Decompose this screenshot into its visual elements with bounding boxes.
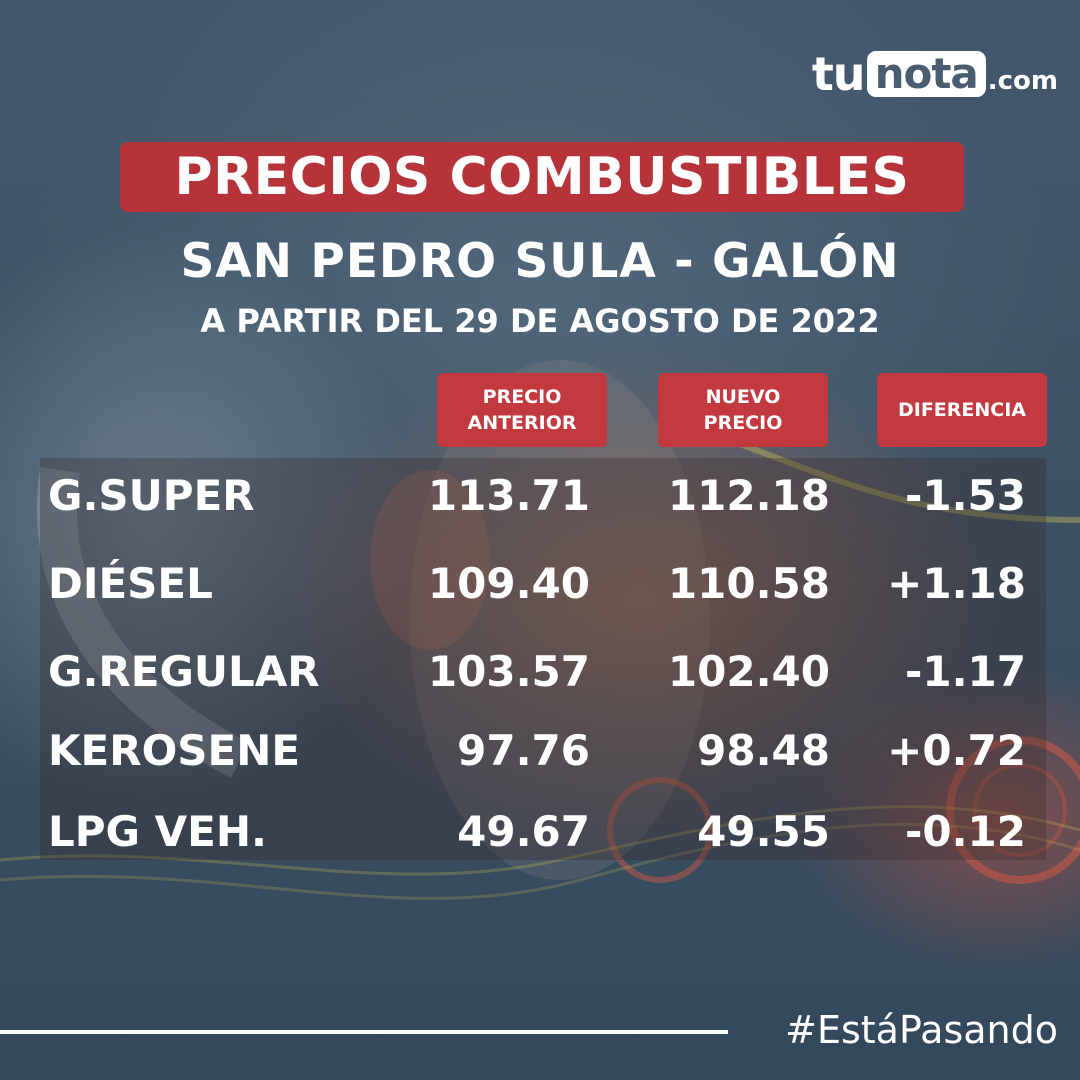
previous-price: 49.67 [457,807,590,856]
new-price: 49.55 [697,807,830,856]
new-price: 110.58 [667,559,830,608]
brand-logo: tu nota .com [812,46,1058,102]
fuel-name: LPG VEH. [48,807,267,856]
new-price: 102.40 [667,647,830,696]
footer-divider [0,1030,728,1034]
price-difference: -0.12 [904,807,1026,856]
column-header-new-price: NUEVO PRECIO [658,373,828,447]
price-difference: -1.17 [904,647,1026,696]
column-header-difference: DIFERENCIA [877,373,1047,447]
price-difference: +1.18 [887,559,1026,608]
fuel-name: G.REGULAR [48,647,320,696]
new-price: 98.48 [697,726,830,775]
table-row: KEROSENE 97.76 98.48 +0.72 [0,721,1080,781]
logo-text-tu: tu [811,47,866,101]
fuel-name: KEROSENE [48,726,301,775]
title-banner: PRECIOS COMBUSTIBLES [120,142,964,212]
fuel-name: DIÉSEL [48,559,213,608]
effective-date: A PARTIR DEL 29 DE AGOSTO DE 2022 [200,302,880,340]
previous-price: 103.57 [427,647,590,696]
logo-text-com: .com [987,66,1058,96]
price-difference: +0.72 [887,726,1026,775]
table-row: LPG VEH. 49.67 49.55 -0.12 [0,802,1080,862]
column-header-previous-price: PRECIO ANTERIOR [437,373,607,447]
table-row: G.SUPER 113.71 112.18 -1.53 [0,466,1080,526]
price-table-panel [40,458,1046,860]
previous-price: 97.76 [457,726,590,775]
price-difference: -1.53 [904,471,1026,520]
hashtag: #EstáPasando [785,1008,1058,1052]
table-row: G.REGULAR 103.57 102.40 -1.17 [0,642,1080,702]
new-price: 112.18 [667,471,830,520]
table-row: DIÉSEL 109.40 110.58 +1.18 [0,554,1080,614]
page-title: PRECIOS COMBUSTIBLES [174,147,910,207]
fuel-name: G.SUPER [48,471,255,520]
logo-text-nota: nota [866,51,986,97]
previous-price: 113.71 [427,471,590,520]
previous-price: 109.40 [427,559,590,608]
subtitle: SAN PEDRO SULA - GALÓN [180,234,900,289]
